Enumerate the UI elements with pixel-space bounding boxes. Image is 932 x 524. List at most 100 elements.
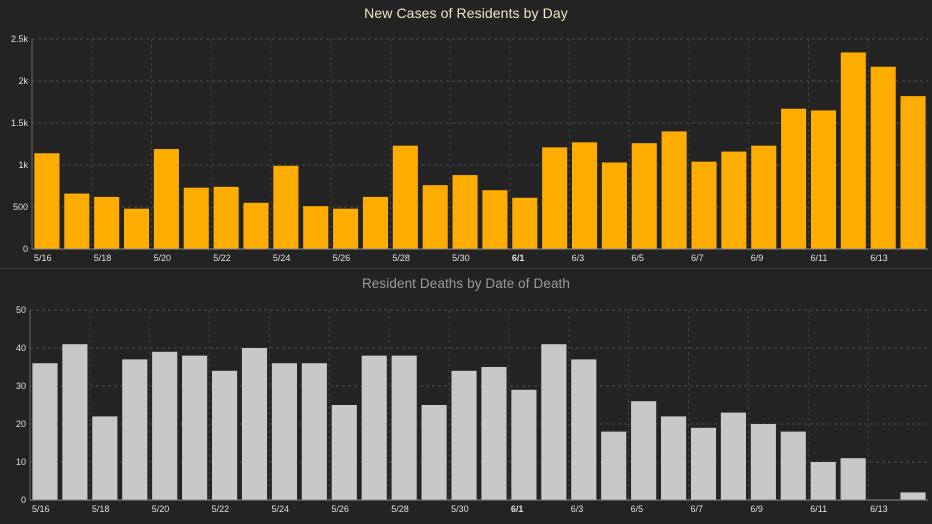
bar-5-29[interactable]	[422, 185, 448, 249]
bar-5-17[interactable]	[62, 344, 88, 500]
bar-5-20[interactable]	[153, 149, 179, 249]
bar-6-3[interactable]	[571, 142, 598, 249]
x-tick-label: 6/13	[870, 253, 888, 263]
bar-5-25[interactable]	[303, 206, 329, 249]
bar-5-27[interactable]	[361, 355, 387, 500]
bar-6-3[interactable]	[571, 359, 597, 500]
x-tick-label: 6/5	[631, 504, 644, 514]
bar-6-12[interactable]	[840, 458, 866, 500]
bar-6-9[interactable]	[750, 424, 776, 500]
bar-6-7[interactable]	[691, 161, 717, 249]
bar-6-7[interactable]	[690, 427, 717, 500]
x-tick-label: 5/26	[333, 253, 351, 263]
y-tick-label: 10	[16, 457, 26, 467]
bar-6-2[interactable]	[542, 147, 568, 249]
bar-5-28[interactable]	[392, 145, 418, 249]
y-tick-label: 0	[23, 244, 28, 254]
x-tick-label: 6/7	[691, 504, 704, 514]
bar-5-24[interactable]	[273, 165, 299, 249]
bar-6-6[interactable]	[660, 416, 687, 500]
y-tick-label: 0	[21, 495, 26, 505]
bar-6-2[interactable]	[541, 344, 567, 500]
x-tick-label: 5/18	[92, 504, 110, 514]
bar-5-29[interactable]	[421, 405, 447, 500]
bar-6-6[interactable]	[661, 131, 687, 249]
bar-5-19[interactable]	[123, 208, 150, 249]
y-tick-label: 2.5k	[11, 34, 29, 44]
x-tick-label: 6/9	[751, 253, 764, 263]
y-tick-label: 50	[16, 305, 26, 315]
bar-5-20[interactable]	[152, 351, 178, 500]
x-tick-label: 6/1	[511, 504, 524, 514]
y-tick-label: 500	[13, 202, 28, 212]
bar-5-16[interactable]	[32, 363, 58, 500]
bar-5-31[interactable]	[482, 190, 508, 249]
bar-5-26[interactable]	[333, 208, 359, 249]
x-tick-label: 5/16	[34, 253, 52, 263]
x-tick-label: 5/20	[152, 504, 170, 514]
bar-5-31[interactable]	[481, 367, 507, 500]
bar-5-28[interactable]	[391, 355, 417, 500]
bar-5-21[interactable]	[183, 187, 209, 249]
x-tick-label: 5/20	[153, 253, 171, 263]
bar-6-4[interactable]	[601, 162, 627, 249]
x-tick-label: 5/22	[212, 504, 230, 514]
bar-6-8[interactable]	[720, 412, 747, 500]
x-tick-label: 6/3	[571, 504, 584, 514]
bar-6-5[interactable]	[631, 401, 657, 500]
x-tick-label: 6/3	[572, 253, 585, 263]
bar-5-22[interactable]	[213, 186, 239, 249]
bar-5-26[interactable]	[331, 405, 357, 500]
bar-5-23[interactable]	[241, 348, 268, 500]
bar-5-22[interactable]	[211, 370, 238, 500]
y-tick-label: 1k	[18, 160, 28, 170]
divider	[0, 268, 932, 269]
chart-title: Resident Deaths by Date of Death	[361, 276, 571, 291]
y-tick-label: 30	[16, 381, 26, 391]
bar-5-17[interactable]	[64, 193, 90, 249]
x-tick-label: 6/7	[691, 253, 704, 263]
bar-5-21[interactable]	[182, 355, 208, 500]
y-tick-label: 20	[16, 419, 26, 429]
bar-5-19[interactable]	[122, 359, 148, 500]
x-tick-label: 5/28	[391, 504, 409, 514]
bar-5-30[interactable]	[451, 370, 477, 500]
bar-6-11[interactable]	[810, 462, 836, 500]
x-tick-label: 6/13	[870, 504, 888, 514]
x-tick-label: 5/28	[392, 253, 410, 263]
bar-6-13[interactable]	[870, 66, 896, 249]
x-tick-label: 5/16	[32, 504, 50, 514]
deaths-chart: 0 10 20 30 40 50 5/16 5/18 5/20 5/22 5/24 5/26 5/28 5…	[16, 305, 928, 514]
bar-5-18[interactable]	[94, 196, 120, 249]
x-tick-label: 5/30	[452, 253, 470, 263]
bar-6-14[interactable]	[900, 492, 926, 500]
bar-6-10[interactable]	[780, 431, 806, 500]
x-tick-label: 5/22	[213, 253, 231, 263]
x-tick-label: 6/11	[811, 253, 828, 263]
bar-5-23[interactable]	[243, 202, 269, 249]
bar-6-8[interactable]	[721, 151, 747, 249]
bar-6-10[interactable]	[781, 108, 807, 249]
x-tick-label: 5/18	[94, 253, 112, 263]
deaths-chart-panel: Resident Deaths by Date of Death 0 10 20 30…	[0, 270, 932, 524]
bar-5-16[interactable]	[34, 153, 60, 249]
bar-6-14[interactable]	[900, 96, 926, 250]
bar-6-4[interactable]	[601, 431, 627, 500]
bar-6-5[interactable]	[631, 143, 657, 249]
bar-5-24[interactable]	[271, 363, 298, 500]
bar-6-11[interactable]	[810, 110, 837, 250]
bar-5-27[interactable]	[362, 196, 389, 249]
bar-5-18[interactable]	[92, 416, 118, 500]
y-tick-label: 2k	[18, 76, 28, 86]
bar-6-1[interactable]	[511, 389, 537, 500]
bar-5-25[interactable]	[301, 363, 327, 500]
y-tick-label: 40	[16, 343, 26, 353]
chart-title: New Cases of Residents by Day	[364, 5, 568, 21]
x-tick-label: 6/1	[512, 253, 525, 263]
bar-6-12[interactable]	[840, 52, 866, 249]
bar-5-30[interactable]	[452, 175, 478, 249]
x-tick-label: 6/11	[810, 504, 827, 514]
bar-6-1[interactable]	[512, 197, 538, 249]
bar-6-9[interactable]	[751, 145, 777, 249]
